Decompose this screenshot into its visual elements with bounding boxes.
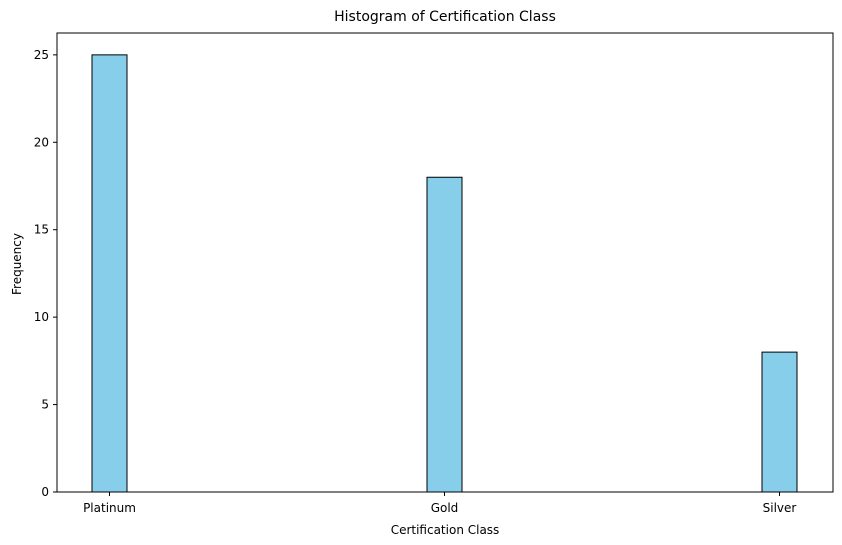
bar-gold: [426, 176, 463, 493]
x-axis-label: Certification Class: [391, 523, 500, 537]
y-tick-label: 10: [34, 310, 49, 324]
x-tick-label-platinum: Platinum: [83, 501, 136, 515]
y-tick-label: 0: [41, 485, 49, 499]
bar-silver: [761, 351, 798, 493]
x-tick-label-silver: Silver: [763, 501, 797, 515]
y-axis-label: Frequency: [10, 233, 24, 295]
y-tick-label: 25: [34, 48, 49, 62]
y-tick-label: 5: [41, 398, 49, 412]
x-axis-ticks: Platinum Gold Silver: [83, 492, 796, 515]
y-tick-label: 15: [34, 223, 49, 237]
bar-platinum: [91, 54, 128, 493]
bars-group: [91, 54, 798, 493]
chart-title: Histogram of Certification Class: [334, 9, 556, 25]
x-tick-label-gold: Gold: [431, 501, 459, 515]
y-axis-ticks: 0 5 10 15 20 25: [34, 48, 57, 499]
y-tick-label: 20: [34, 135, 49, 149]
